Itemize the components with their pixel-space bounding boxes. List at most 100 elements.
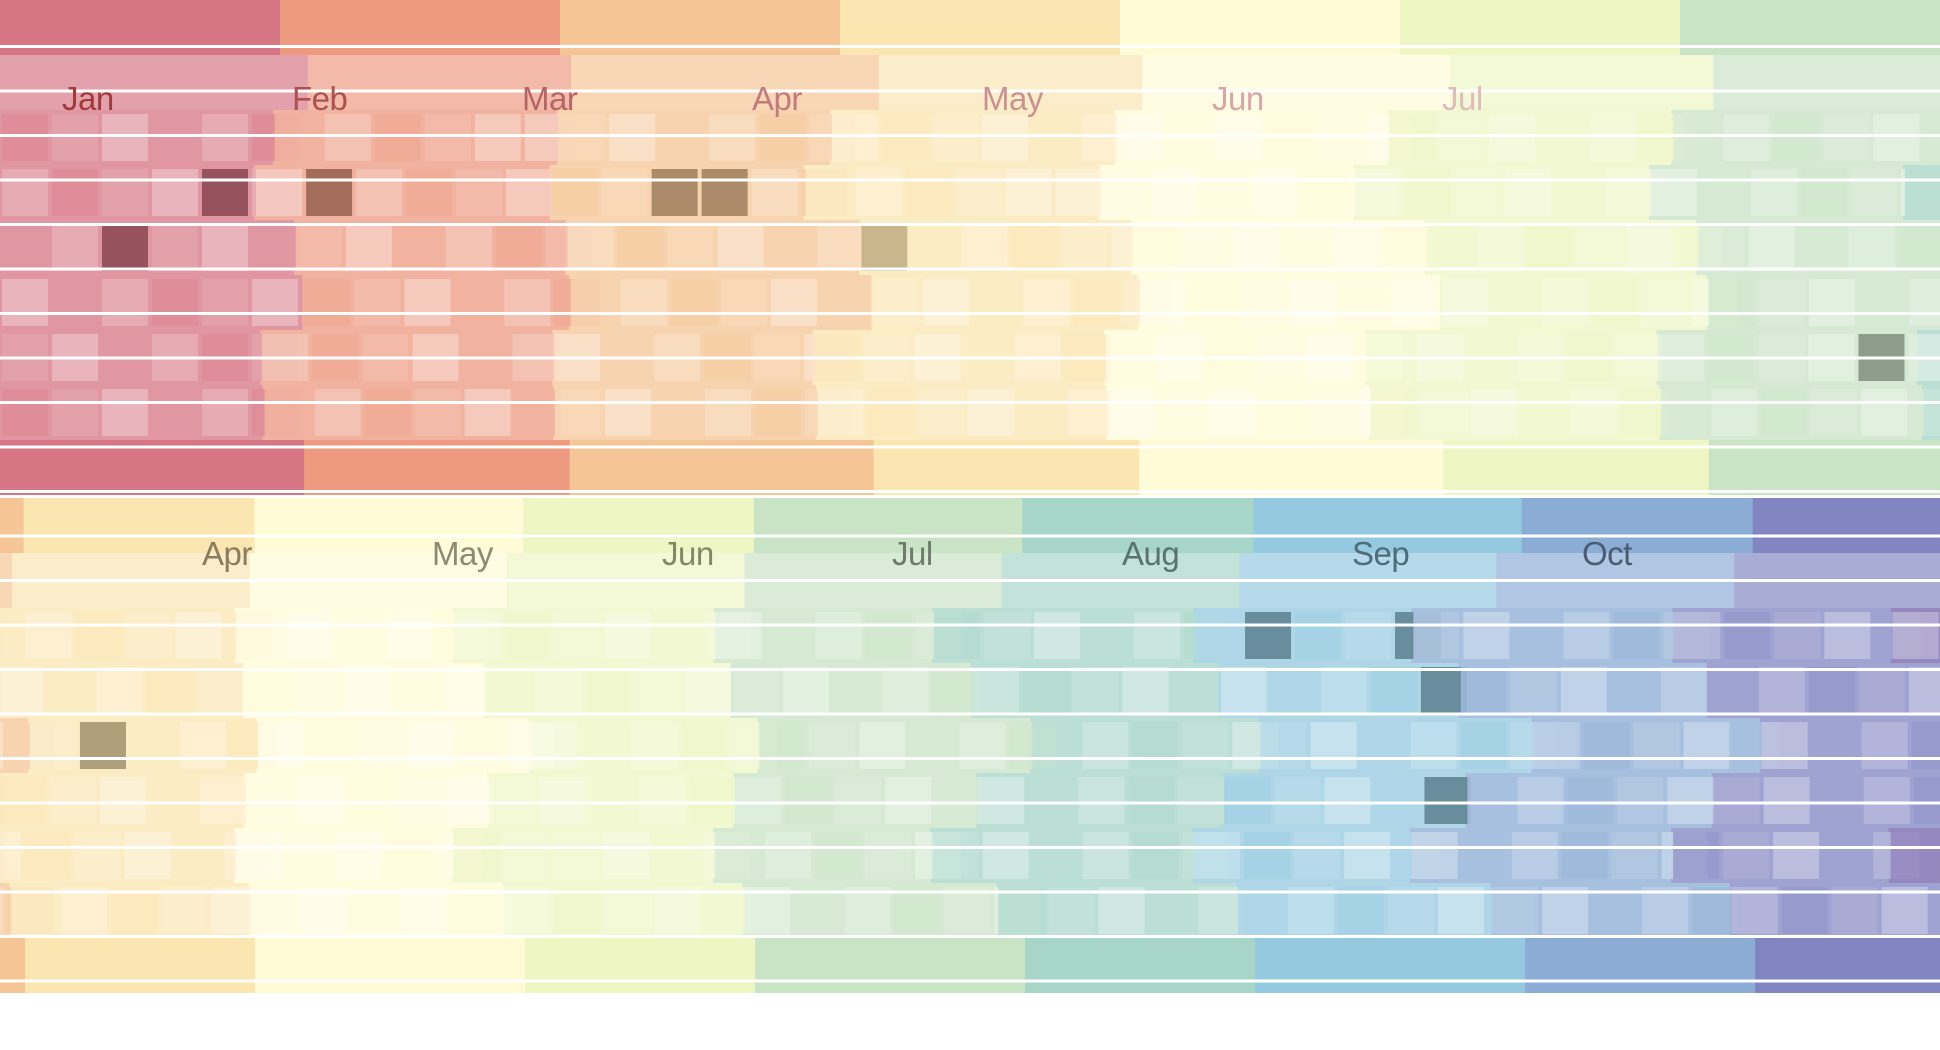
day-cell [715,832,762,879]
day-cell [1201,169,1248,216]
day-cell [504,887,551,934]
day-cell [489,777,536,824]
row-separator [0,223,1940,226]
day-cell [1098,887,1145,934]
day-cell [873,279,920,326]
day-cell [244,667,291,714]
day-cell [179,722,226,769]
day-cell [1017,389,1064,436]
day-cell [1194,832,1241,879]
day-cell [1848,224,1895,271]
band-mar-row-1 [571,55,880,110]
day-cell [308,722,355,769]
day-cell [129,722,176,769]
day-cell [1463,612,1510,659]
day-cell [504,279,551,326]
day-cell [295,224,342,271]
day-cell [894,887,941,934]
day-cell [935,777,982,824]
day-cell [1831,887,1878,934]
day-cell [1061,224,1108,271]
day-cell [1388,887,1435,934]
day-cell [314,389,361,436]
day-cell [1808,279,1855,326]
day-cell [396,777,443,824]
day-cell [1426,224,1473,271]
day-cell [454,612,501,659]
day-cell [456,169,503,216]
day-cell [504,612,551,659]
day-cell [1239,279,1286,326]
day-cell [1383,224,1430,271]
day-cell [1072,667,1119,714]
day-cell [1592,887,1639,934]
day-cell [634,667,681,714]
day-cell [2,279,48,326]
day-cell [450,887,497,934]
day-cell [820,279,867,326]
day-cell [1511,832,1558,879]
day-cell [358,722,405,769]
day-cell [539,777,586,824]
day-cell [609,114,656,161]
day-cell [506,169,553,216]
day-cell [1295,612,1342,659]
day-cell [1711,389,1758,436]
day-cell [967,389,1014,436]
day-cell [1492,887,1539,934]
day-cell [855,169,902,216]
day-cell [1028,777,1075,824]
day-cell [152,224,198,271]
day-cell [1461,832,1508,879]
month-label-apr: Apr [202,535,252,572]
day-cell [1750,169,1797,216]
day-cell [46,667,93,714]
day-cell [1505,169,1552,216]
row-separator [0,890,1940,894]
day-cell [211,887,258,934]
day-cell [1613,612,1660,659]
day-cell [567,224,614,271]
band-apr-row-8 [25,938,257,993]
day-cell [424,114,471,161]
day-cell [717,224,764,271]
day-cell [1913,777,1940,824]
day-cell [1183,224,1230,271]
row-separator [0,178,1940,182]
day-cell [1908,667,1940,714]
day-cell [1270,667,1317,714]
day-cell [345,224,392,271]
day-cell [604,887,651,934]
day-cell [1470,389,1517,436]
day-cell [1031,114,1078,161]
day-cell [1620,389,1667,436]
day-cell [1513,612,1560,659]
day-cell [1761,722,1808,769]
day-cell [102,279,148,326]
day-cell [1283,224,1330,271]
day-cell [1274,777,1321,824]
day-cell [1617,777,1664,824]
day-cell [931,114,978,161]
month-label-jan: Jan [62,80,114,117]
day-cell [2,389,48,436]
band-jan-row-8 [0,440,306,495]
month-label-jul: Jul [1442,80,1483,117]
month-label-may: May [982,80,1044,117]
day-cell [581,722,628,769]
day-cell [386,832,433,879]
day-cell [400,887,447,934]
band-mar-row-0 [0,498,25,553]
day-cell [1517,777,1564,824]
day-cell [1611,832,1658,879]
band-nov-row-8 [1755,938,1940,993]
day-cell [25,612,72,659]
day-cell [1898,224,1940,271]
band-jun-row-0 [522,498,755,553]
day-cell [555,389,602,436]
day-cell [1158,389,1205,436]
day-cell [484,667,531,714]
day-cell [0,722,3,769]
day-cell [759,722,806,769]
